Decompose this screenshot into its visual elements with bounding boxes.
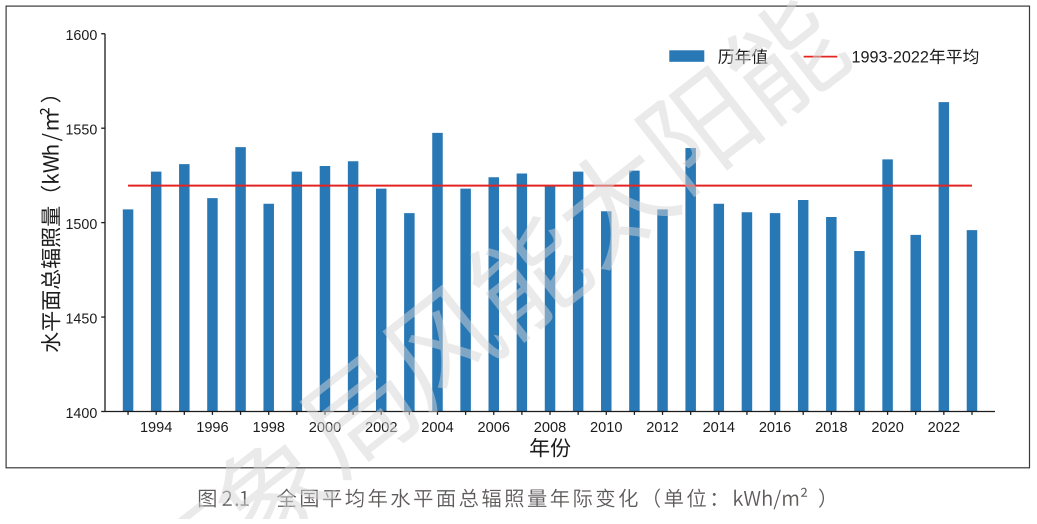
svg-text:1400: 1400 <box>65 406 97 422</box>
svg-text:2006: 2006 <box>478 420 510 436</box>
svg-text:2014: 2014 <box>703 420 735 436</box>
svg-text:1996: 1996 <box>196 420 228 436</box>
svg-text:1500: 1500 <box>65 217 97 233</box>
svg-text:2018: 2018 <box>815 420 847 436</box>
svg-text:1998: 1998 <box>252 420 284 436</box>
svg-text:2004: 2004 <box>421 420 453 436</box>
svg-text:2022: 2022 <box>928 420 960 436</box>
svg-text:2012: 2012 <box>646 420 678 436</box>
svg-text:1600: 1600 <box>65 28 97 44</box>
svg-text:2020: 2020 <box>871 420 903 436</box>
svg-text:1993-2022: 1993-2022 <box>852 48 929 66</box>
svg-text:2010: 2010 <box>590 420 622 436</box>
svg-text:1450: 1450 <box>65 311 97 327</box>
svg-text:2008: 2008 <box>534 420 566 436</box>
svg-text:1550: 1550 <box>65 122 97 138</box>
svg-text:2016: 2016 <box>759 420 791 436</box>
svg-text:1994: 1994 <box>140 420 172 436</box>
